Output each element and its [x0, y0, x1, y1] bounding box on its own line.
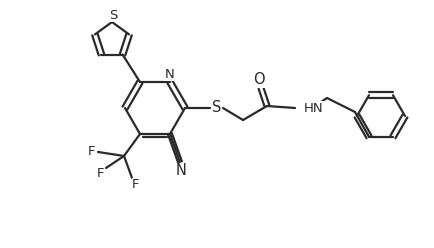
Text: F: F	[132, 179, 139, 191]
Text: O: O	[253, 72, 264, 88]
Text: F: F	[88, 146, 95, 158]
Text: HN: HN	[303, 101, 323, 115]
Text: N: N	[165, 67, 174, 81]
Text: S: S	[212, 99, 221, 115]
Text: S: S	[108, 8, 117, 22]
Text: N: N	[175, 163, 186, 179]
Text: F: F	[97, 167, 105, 181]
